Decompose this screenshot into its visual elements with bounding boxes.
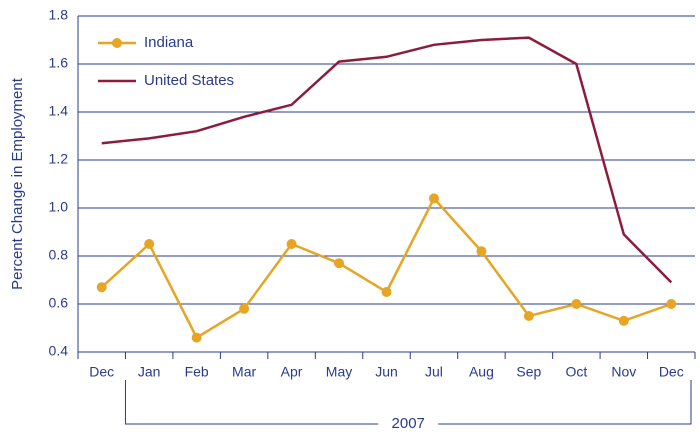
y-tick-label: 1.6 — [49, 55, 69, 71]
x-tick-label: Jul — [425, 364, 443, 380]
y-tick-label: 1.2 — [49, 151, 69, 167]
x-tick-label: Apr — [281, 364, 303, 380]
point — [191, 332, 202, 343]
x-tick-label: Nov — [611, 364, 636, 380]
x-tick-label: May — [326, 364, 352, 380]
point — [523, 311, 534, 321]
legend-label: United States — [144, 72, 234, 89]
point — [571, 299, 582, 309]
point — [144, 239, 155, 249]
point — [476, 246, 487, 257]
point — [666, 299, 677, 309]
point — [381, 287, 392, 297]
y-tick-label: 1.0 — [49, 199, 69, 215]
x-tick-label: Jun — [375, 364, 398, 380]
point — [334, 258, 345, 269]
y-tick-label: 1.4 — [49, 103, 69, 119]
legend-label: Indiana — [144, 34, 194, 51]
series-line — [101, 36, 673, 284]
x-tick-label: Oct — [565, 364, 587, 380]
group-bracket — [124, 380, 692, 425]
point — [618, 315, 629, 326]
y-tick-label: 1.8 — [49, 7, 69, 23]
legend-marker — [112, 38, 122, 48]
y-tick-label: 0.6 — [49, 295, 69, 311]
point — [239, 303, 250, 314]
x-tick-label: Feb — [185, 364, 209, 380]
point — [428, 193, 439, 204]
x-tick-label: Sep — [516, 364, 541, 380]
group-label: 2007 — [392, 415, 425, 432]
y-axis-label: Percent Change in Employment — [9, 77, 26, 290]
x-tick-label: Dec — [659, 364, 684, 380]
x-tick-label: Mar — [232, 364, 256, 380]
y-tick-label: 0.4 — [49, 343, 69, 359]
point — [286, 239, 297, 249]
point — [96, 282, 107, 293]
x-tick-label: Jan — [138, 364, 161, 380]
x-tick-label: Dec — [89, 364, 114, 380]
x-tick-label: Aug — [469, 364, 494, 380]
y-tick-label: 0.8 — [49, 247, 69, 263]
series-line — [100, 196, 672, 340]
